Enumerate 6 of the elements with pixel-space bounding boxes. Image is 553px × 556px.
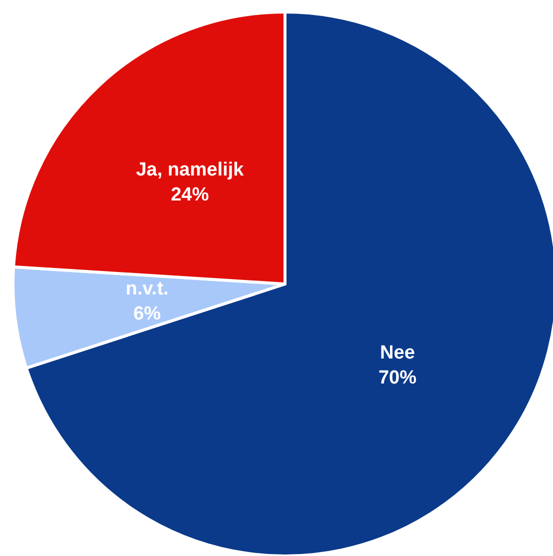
data-label: 70%	[378, 368, 417, 389]
data-label: 6%	[133, 303, 161, 324]
slice-label: Ja, namelijk	[136, 160, 244, 181]
slice-label: Nee	[380, 342, 415, 364]
data-label: 24%	[170, 184, 209, 206]
slice-label: n.v.t.	[126, 278, 169, 300]
